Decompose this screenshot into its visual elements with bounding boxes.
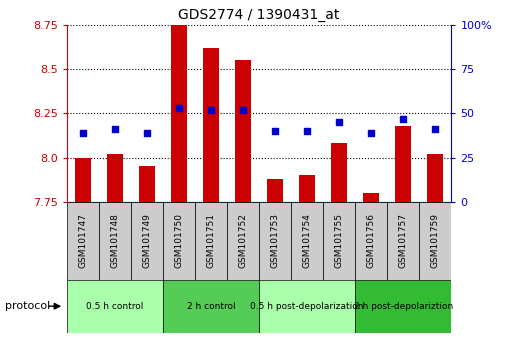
Bar xyxy=(420,202,451,280)
Point xyxy=(207,107,215,113)
Bar xyxy=(299,175,315,202)
Point xyxy=(143,130,151,136)
Text: GSM101747: GSM101747 xyxy=(78,213,87,268)
Point xyxy=(431,126,440,132)
Title: GDS2774 / 1390431_at: GDS2774 / 1390431_at xyxy=(179,8,340,22)
Text: GSM101752: GSM101752 xyxy=(239,213,248,268)
Bar xyxy=(235,60,251,202)
Point xyxy=(271,128,279,134)
Text: GSM101754: GSM101754 xyxy=(303,213,312,268)
Bar xyxy=(139,166,155,202)
Point xyxy=(111,126,119,132)
Point xyxy=(78,130,87,136)
Bar xyxy=(363,193,379,202)
Bar xyxy=(227,202,259,280)
Text: 0.5 h post-depolarization: 0.5 h post-depolarization xyxy=(250,302,364,311)
Bar xyxy=(163,280,259,333)
Bar xyxy=(163,202,195,280)
Bar xyxy=(355,202,387,280)
Bar xyxy=(323,202,355,280)
Bar xyxy=(203,48,219,202)
Bar xyxy=(67,280,163,333)
Bar xyxy=(427,154,443,202)
Text: GSM101757: GSM101757 xyxy=(399,213,408,268)
Text: GSM101750: GSM101750 xyxy=(174,213,184,268)
Point xyxy=(335,119,343,125)
Bar xyxy=(171,25,187,202)
Text: protocol: protocol xyxy=(5,301,50,311)
Bar xyxy=(331,143,347,202)
Bar xyxy=(259,280,355,333)
Text: GSM101759: GSM101759 xyxy=(431,213,440,268)
Text: GSM101751: GSM101751 xyxy=(206,213,215,268)
Bar xyxy=(107,154,123,202)
Text: GSM101755: GSM101755 xyxy=(334,213,344,268)
Bar xyxy=(396,126,411,202)
Text: 2 h post-depolariztion: 2 h post-depolariztion xyxy=(354,302,453,311)
Point xyxy=(175,105,183,111)
Bar xyxy=(259,202,291,280)
Text: 2 h control: 2 h control xyxy=(187,302,235,311)
Point xyxy=(399,116,407,121)
Text: GSM101753: GSM101753 xyxy=(270,213,280,268)
Point xyxy=(367,130,376,136)
Bar xyxy=(98,202,131,280)
Bar xyxy=(267,179,283,202)
Bar xyxy=(355,280,451,333)
Bar xyxy=(67,202,98,280)
Point xyxy=(303,128,311,134)
Bar xyxy=(131,202,163,280)
Text: GSM101756: GSM101756 xyxy=(367,213,376,268)
Bar xyxy=(291,202,323,280)
Bar xyxy=(387,202,420,280)
Text: GSM101748: GSM101748 xyxy=(110,213,120,268)
Bar xyxy=(75,158,91,202)
Point xyxy=(239,107,247,113)
Text: 0.5 h control: 0.5 h control xyxy=(86,302,144,311)
Text: GSM101749: GSM101749 xyxy=(142,213,151,268)
Bar xyxy=(195,202,227,280)
